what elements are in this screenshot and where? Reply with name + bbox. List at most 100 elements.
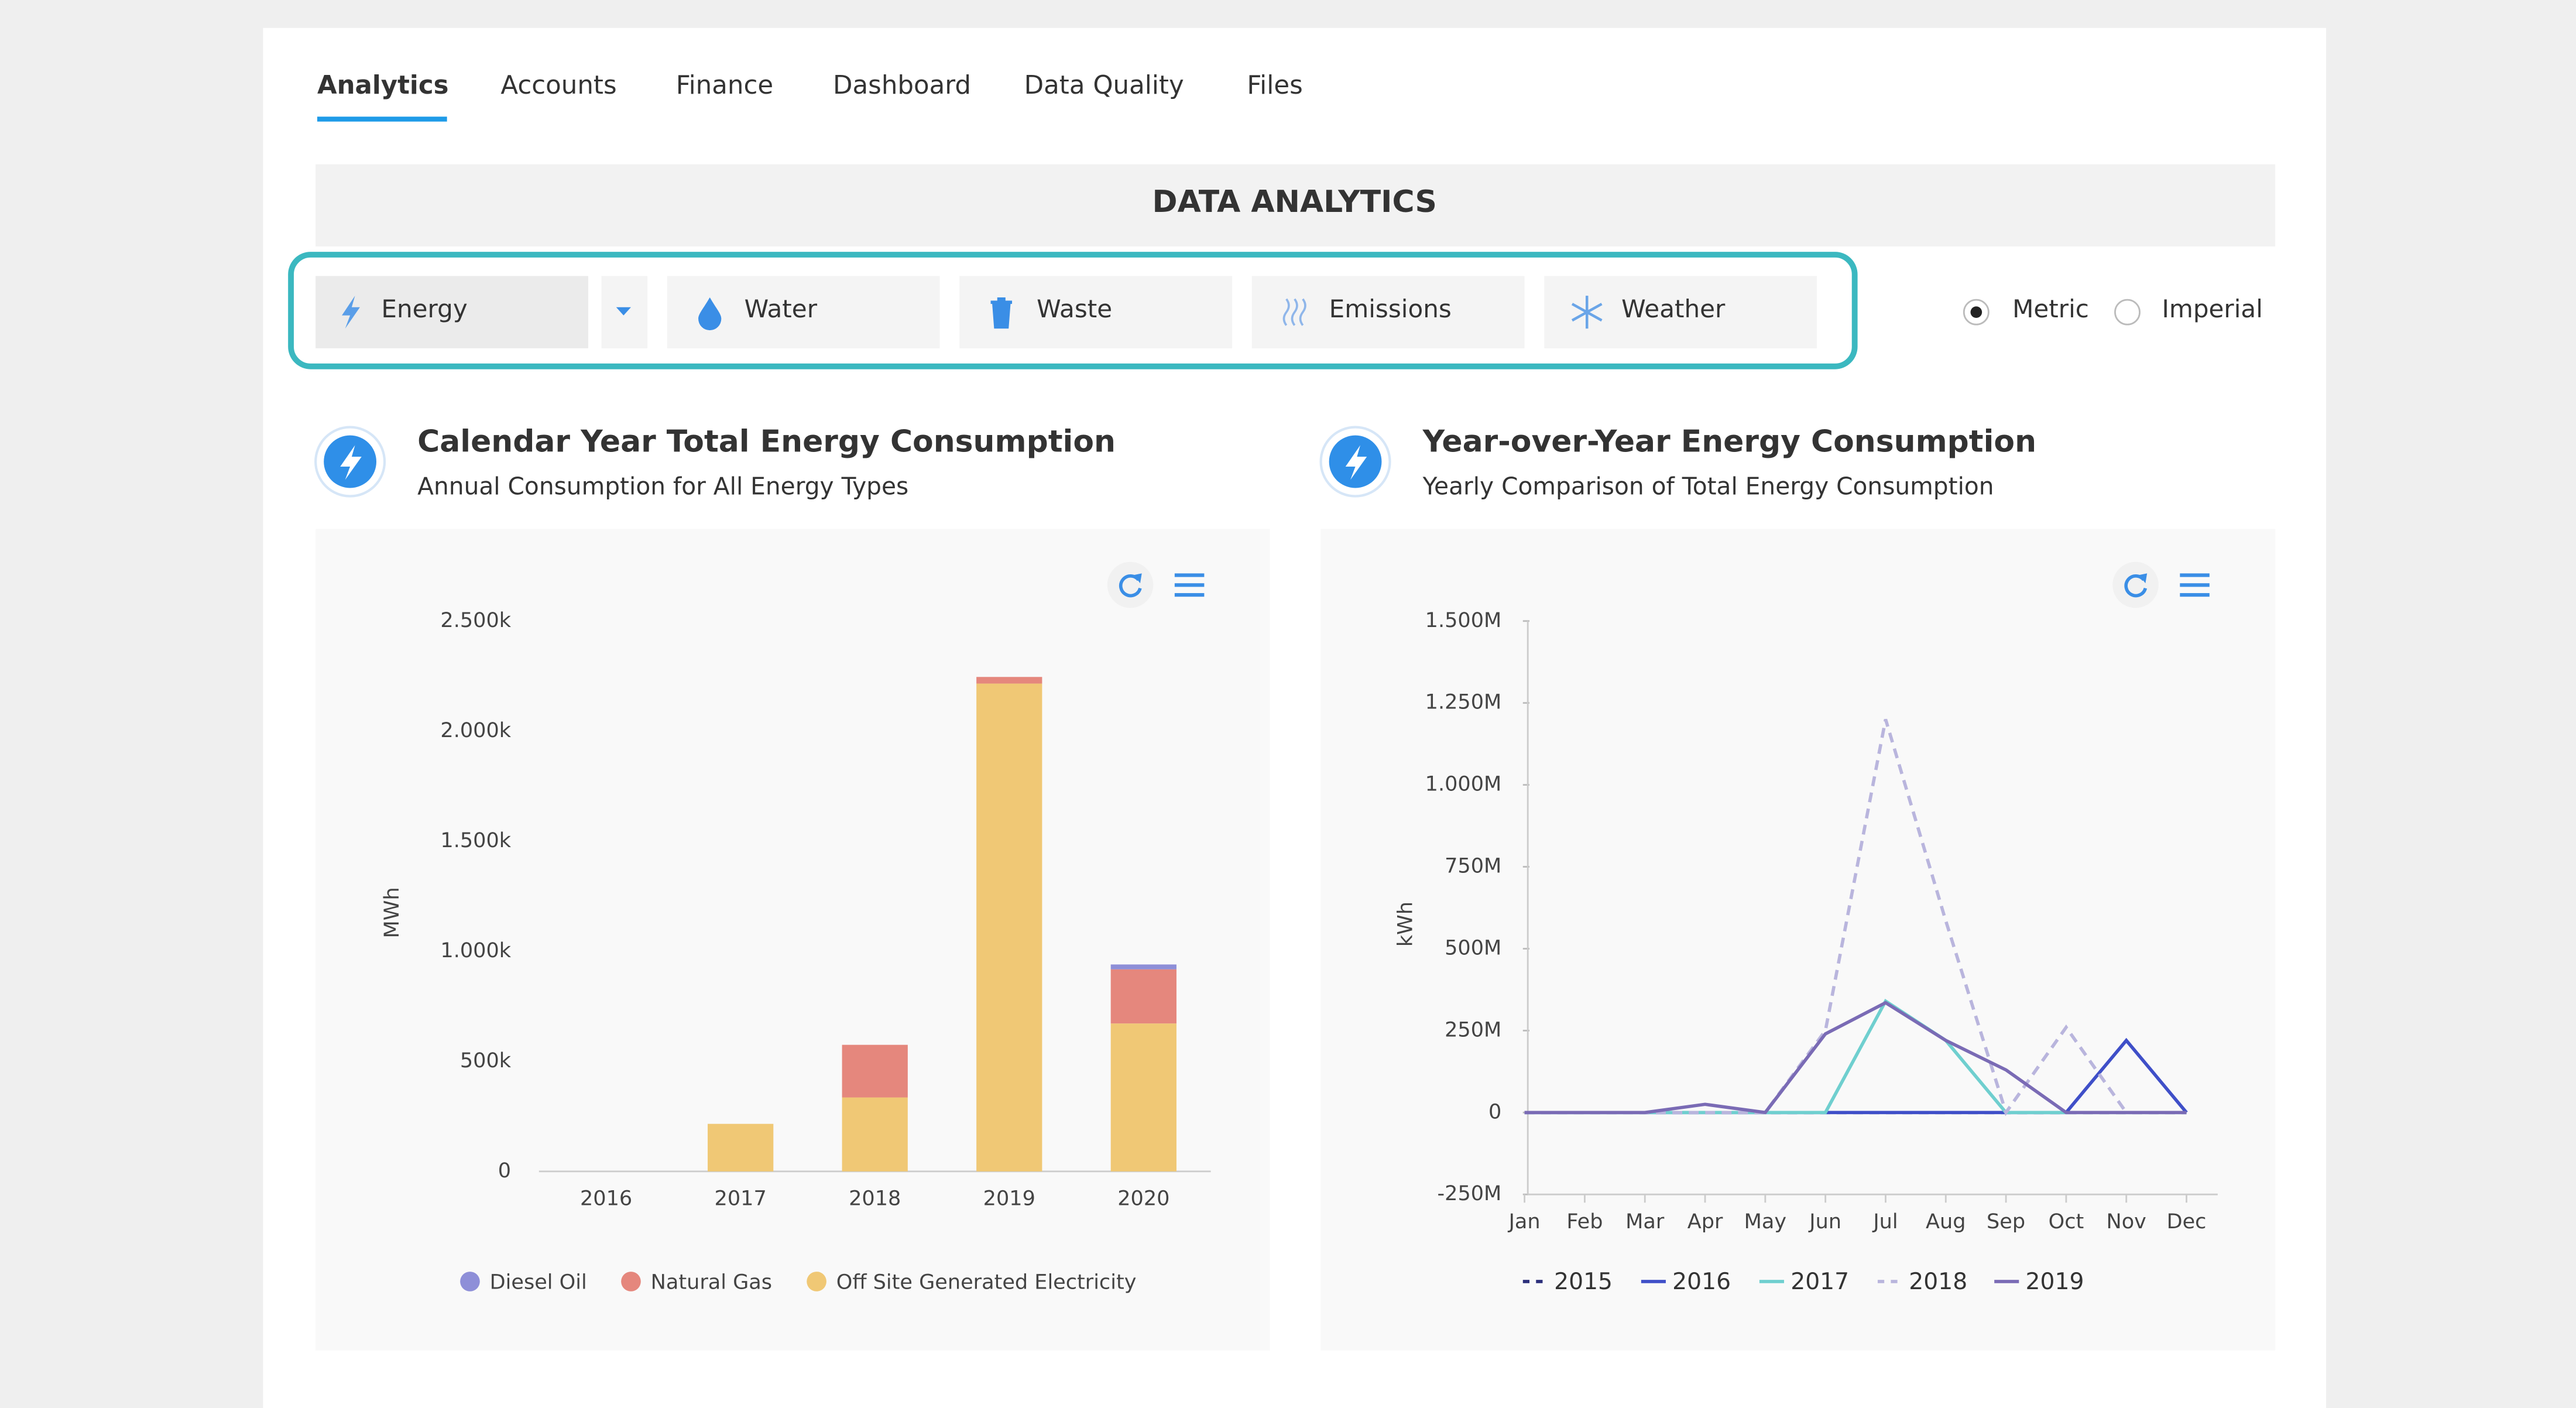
refresh-button[interactable] bbox=[2112, 561, 2159, 608]
y-tick-label: 1.250M bbox=[1425, 690, 1502, 714]
refresh-icon bbox=[1119, 574, 1142, 598]
legend-label[interactable]: Natural Gas bbox=[651, 1270, 772, 1294]
line-series bbox=[1524, 718, 2187, 1116]
bar-segment bbox=[708, 1123, 774, 1171]
bar-segment bbox=[1110, 1023, 1176, 1171]
legend-label[interactable]: Off Site Generated Electricity bbox=[836, 1270, 1137, 1294]
legend-swatch bbox=[621, 1272, 641, 1291]
legend-swatch bbox=[460, 1272, 480, 1291]
tab[interactable]: Analytics bbox=[317, 71, 449, 100]
y-tick-label: 1.000M bbox=[1425, 772, 1502, 796]
refresh-arrow bbox=[2139, 573, 2148, 584]
x-tick-label: Jun bbox=[1808, 1210, 1841, 1234]
x-tick-label: Jul bbox=[1872, 1210, 1898, 1234]
legend-label[interactable]: 2015 bbox=[1554, 1269, 1613, 1295]
y-tick-label: 0 bbox=[498, 1159, 511, 1183]
highlight-box bbox=[288, 252, 1858, 369]
bar-segment bbox=[842, 1044, 908, 1098]
menu-icon-line[interactable] bbox=[1174, 593, 1205, 597]
refresh-arrow bbox=[1133, 573, 1142, 584]
y-tick-label: 250M bbox=[1445, 1018, 1501, 1042]
y-tick-label: 1.500M bbox=[1425, 608, 1502, 632]
y-axis-label: MWh bbox=[380, 887, 404, 938]
y-axis-label: kWh bbox=[1394, 902, 1418, 947]
legend-label[interactable]: 2019 bbox=[2026, 1269, 2084, 1295]
tab[interactable]: Files bbox=[1247, 71, 1302, 100]
menu-icon-line[interactable] bbox=[2180, 593, 2210, 597]
card-title: Calendar Year Total Energy Consumption bbox=[417, 424, 1116, 460]
y-tick-label: 750M bbox=[1445, 854, 1501, 878]
emissions-icon bbox=[1282, 298, 1306, 326]
radio-dot bbox=[1970, 306, 1982, 318]
x-tick-label: Jan bbox=[1508, 1210, 1541, 1234]
card-icon-bolt bbox=[340, 445, 362, 480]
bar-segment bbox=[976, 683, 1042, 1171]
y-tick-label: 2.000k bbox=[440, 718, 511, 742]
x-tick-label: Sep bbox=[1987, 1210, 2025, 1234]
x-tick-label: 2018 bbox=[849, 1187, 901, 1211]
radio-label: Imperial bbox=[2162, 294, 2262, 323]
energy-icon bbox=[342, 296, 360, 329]
filter-label: Waste bbox=[1037, 294, 1112, 323]
nav: Analytics Accounts Finance Dashboard Dat… bbox=[317, 71, 1303, 122]
card-subtitle: Yearly Comparison of Total Energy Consum… bbox=[1422, 472, 1994, 500]
filter-label: Water bbox=[745, 294, 818, 323]
menu-icon-line[interactable] bbox=[2180, 573, 2210, 577]
filter-label: Weather bbox=[1621, 294, 1726, 323]
menu-icon-line[interactable] bbox=[2180, 583, 2210, 587]
active-tab-underline bbox=[317, 117, 447, 122]
y-tick-label: 2.500k bbox=[440, 608, 511, 632]
bar-segment bbox=[1110, 969, 1176, 1024]
y-tick-label: 1.000k bbox=[440, 938, 511, 962]
header-title: DATA ANALYTICS bbox=[1152, 184, 1437, 220]
bar-segment bbox=[842, 1097, 908, 1171]
radio[interactable] bbox=[2114, 299, 2141, 326]
tab[interactable]: Data Quality bbox=[1024, 71, 1184, 100]
legend-label[interactable]: 2018 bbox=[1909, 1269, 1967, 1295]
refresh-button[interactable] bbox=[1107, 561, 1154, 608]
refresh-icon bbox=[2124, 574, 2148, 598]
y-tick-label: 0 bbox=[1488, 1099, 1501, 1123]
chart-box bbox=[315, 529, 1270, 1351]
card-subtitle: Annual Consumption for All Energy Types bbox=[417, 472, 908, 500]
tab[interactable]: Dashboard bbox=[833, 71, 971, 100]
x-tick-label: Dec bbox=[2167, 1210, 2207, 1234]
menu-icon-line[interactable] bbox=[1174, 583, 1205, 587]
filter-button[interactable] bbox=[1251, 276, 1525, 348]
x-tick-label: Oct bbox=[2049, 1210, 2084, 1234]
tab[interactable]: Accounts bbox=[500, 71, 616, 100]
legend-label[interactable]: 2016 bbox=[1672, 1269, 1731, 1295]
legend-label[interactable]: 2017 bbox=[1790, 1269, 1849, 1295]
card-title: Year-over-Year Energy Consumption bbox=[1422, 424, 2036, 460]
x-tick-label: Mar bbox=[1625, 1210, 1665, 1234]
x-tick-label: 2017 bbox=[715, 1187, 767, 1211]
filter-label: Emissions bbox=[1329, 294, 1452, 323]
legend-swatch bbox=[807, 1272, 826, 1291]
menu-icon-line[interactable] bbox=[1174, 573, 1205, 577]
x-tick-label: 2019 bbox=[983, 1187, 1035, 1211]
dropdown-arrow bbox=[616, 307, 631, 316]
filter-button[interactable] bbox=[1544, 276, 1817, 348]
tab[interactable]: Finance bbox=[676, 71, 773, 100]
legend-label[interactable]: Diesel Oil bbox=[490, 1270, 587, 1294]
filter-button[interactable] bbox=[315, 276, 589, 348]
y-tick-label: 500k bbox=[460, 1049, 512, 1073]
radio-label: Metric bbox=[2012, 294, 2089, 323]
x-tick-label: 2020 bbox=[1117, 1187, 1169, 1211]
chart-box bbox=[1320, 529, 2276, 1351]
water-icon bbox=[698, 297, 722, 331]
x-tick-label: Aug bbox=[1926, 1210, 1966, 1234]
y-tick-label: 500M bbox=[1445, 936, 1501, 960]
y-tick-label: 1.500k bbox=[440, 828, 511, 852]
y-tick-label: -250M bbox=[1437, 1181, 1501, 1205]
weather-icon bbox=[1571, 296, 1603, 329]
x-tick-label: 2016 bbox=[580, 1187, 632, 1211]
card-icon-bolt bbox=[1345, 445, 1367, 480]
header-band bbox=[315, 164, 2276, 246]
x-tick-label: May bbox=[1744, 1210, 1787, 1234]
waste-icon bbox=[990, 297, 1013, 329]
bar-segment bbox=[1110, 964, 1176, 970]
x-tick-label: Apr bbox=[1687, 1210, 1723, 1234]
